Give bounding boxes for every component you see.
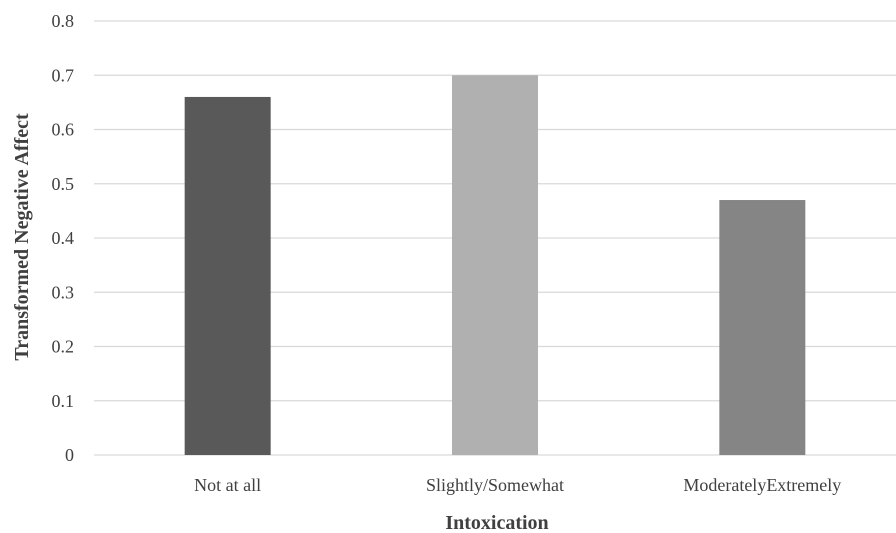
y-tick-label: 0.3 bbox=[52, 282, 75, 302]
x-axis-title: Intoxication bbox=[445, 512, 548, 533]
bar-1 bbox=[452, 75, 538, 455]
y-tick-label: 0.8 bbox=[52, 11, 75, 31]
y-tick-label: 0.6 bbox=[52, 120, 75, 140]
y-tick-label: 0 bbox=[65, 445, 74, 465]
x-category-label: Not at all bbox=[194, 475, 261, 495]
x-category-label: Slightly/Somewhat bbox=[426, 475, 564, 495]
bar-2 bbox=[719, 200, 806, 455]
y-tick-label: 0.7 bbox=[52, 65, 75, 85]
x-category-label: ModeratelyExtremely bbox=[683, 475, 841, 495]
y-tick-label: 0.4 bbox=[52, 228, 75, 248]
y-tick-label: 0.5 bbox=[52, 174, 75, 194]
y-tick-label: 0.2 bbox=[52, 337, 75, 357]
y-axis-title: Transformed Negative Affect bbox=[11, 113, 33, 361]
y-axis-ticks: 0 0.1 0.2 0.3 0.4 0.5 0.6 0.7 0.8 bbox=[52, 11, 75, 465]
y-tick-label: 0.1 bbox=[52, 391, 75, 411]
bar-0 bbox=[184, 96, 271, 455]
bars bbox=[184, 75, 806, 455]
x-axis-categories: Not at all Slightly/Somewhat ModeratelyExt… bbox=[194, 475, 841, 495]
